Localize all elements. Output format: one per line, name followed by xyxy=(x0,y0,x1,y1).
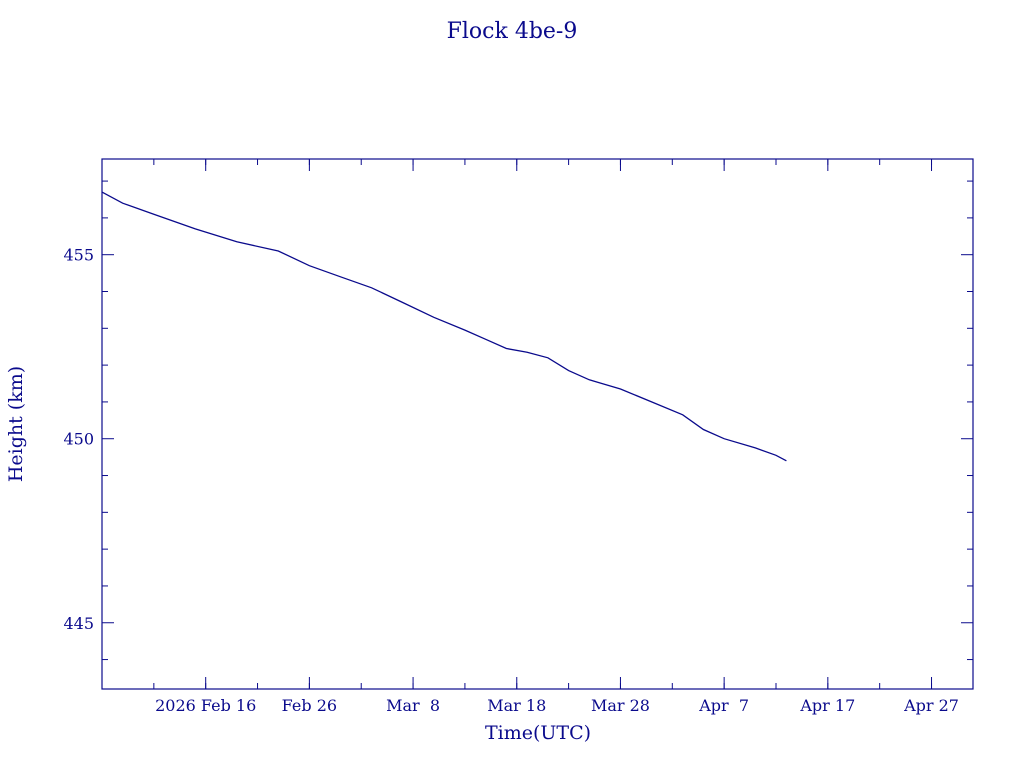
chart-title: Flock 4be-9 xyxy=(447,19,578,44)
plot-frame xyxy=(101,158,974,690)
axis-ticks: 2026 Feb 16 Feb 26 Mar 8 Mar 18 Mar 28 Apr 7 A… xyxy=(63,159,973,715)
y-tick-label: 445 xyxy=(63,614,94,633)
y-tick-label: 455 xyxy=(63,246,94,265)
x-tick-label: Apr 7 xyxy=(698,696,749,715)
y-axis-label: Height (km) xyxy=(5,366,27,482)
series-layer xyxy=(101,191,787,462)
x-tick-label: Mar 28 xyxy=(591,696,650,715)
x-tick-label: Mar 8 xyxy=(386,696,440,715)
y-tick-label: 450 xyxy=(63,430,94,449)
x-tick-label: Apr 17 xyxy=(799,696,855,715)
x-tick-label: Feb 26 xyxy=(282,696,337,715)
series-line-0 xyxy=(101,191,787,462)
x-tick-label: Apr 27 xyxy=(903,696,959,715)
x-tick-label: Mar 18 xyxy=(487,696,546,715)
x-axis-label: Time(UTC) xyxy=(485,722,591,744)
x-tick-label: 2026 Feb 16 xyxy=(155,696,256,715)
